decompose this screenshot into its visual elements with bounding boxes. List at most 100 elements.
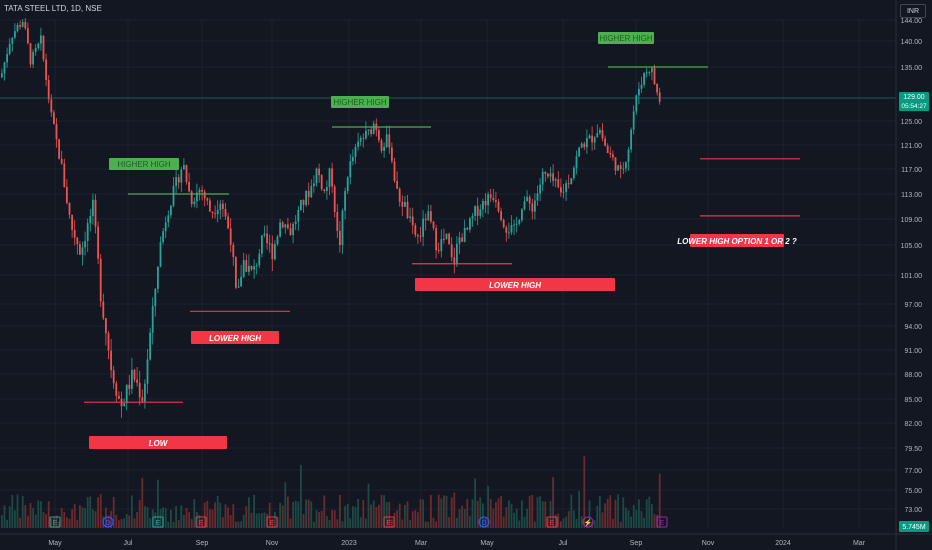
candle-body <box>443 238 445 240</box>
volume-bar <box>645 499 648 528</box>
volume-bar <box>253 494 255 528</box>
candle-body <box>287 224 289 229</box>
candle-body <box>248 265 250 272</box>
volume-bar <box>333 510 336 528</box>
volume-bar <box>164 508 167 528</box>
candle-body <box>515 223 518 225</box>
volume-bar <box>357 498 359 528</box>
candle-body <box>372 123 375 134</box>
volume-bar <box>183 515 185 528</box>
current-price-tag: 129.00 05:54:27 <box>899 92 929 111</box>
volume-bar <box>422 499 424 528</box>
volume-bar <box>318 512 320 528</box>
candle-body <box>419 235 422 237</box>
candle-body <box>37 43 40 48</box>
volume-bar <box>170 509 172 528</box>
volume-bar <box>575 518 578 528</box>
candle-body <box>201 189 203 192</box>
volume-bar <box>528 496 531 528</box>
y-tick-label: 91.00 <box>904 348 922 355</box>
currency-button[interactable]: INR <box>900 4 926 18</box>
candle-body <box>539 184 541 194</box>
marker-glyph: E <box>199 520 204 527</box>
volume-bar <box>448 517 450 528</box>
volume-bar <box>27 515 29 528</box>
volume-bar <box>81 507 84 528</box>
volume-bar <box>37 500 40 528</box>
candle-body <box>482 200 484 210</box>
volume-bar <box>203 502 206 528</box>
volume-bar <box>339 494 341 528</box>
candle-body <box>242 260 245 277</box>
candle-body <box>60 158 63 164</box>
candle-body <box>3 62 6 74</box>
candle-body <box>362 137 365 139</box>
marker-shape <box>656 516 668 528</box>
volume-bar <box>289 518 292 528</box>
volume-bar <box>372 500 375 528</box>
candle-body <box>651 68 653 73</box>
candle-body <box>357 141 359 147</box>
candle-body <box>505 227 508 233</box>
lower-high-label: LOWER HIGH <box>191 331 279 344</box>
candle-body <box>417 235 419 237</box>
volume-bar <box>292 502 294 528</box>
candle-body <box>261 235 263 254</box>
volume-bar <box>294 500 297 528</box>
volume-bar <box>612 518 614 528</box>
candle-body <box>604 138 606 146</box>
candle-body <box>461 237 463 242</box>
candle-body <box>370 129 372 134</box>
candle-body <box>609 153 612 155</box>
marker-glyph: ⚡ <box>584 518 593 527</box>
y-tick-label: 125.00 <box>901 119 923 126</box>
y-tick-label: 88.00 <box>904 372 922 379</box>
candle-body <box>396 180 398 189</box>
volume-bar <box>32 508 34 528</box>
y-tick-label: 135.00 <box>901 65 923 72</box>
volume-bar <box>167 521 170 528</box>
volume-bar <box>79 505 81 528</box>
marker-shape <box>582 516 594 528</box>
current-price-value: 129.00 <box>903 94 925 101</box>
candle-body <box>89 216 92 224</box>
candle-body <box>133 369 136 380</box>
volume-bar <box>482 503 484 528</box>
volume-bar <box>630 516 632 528</box>
candle-body <box>349 161 352 178</box>
volume-bar <box>619 521 622 528</box>
candle-body <box>45 59 47 80</box>
label-text: HIGHER HIGH <box>333 98 387 107</box>
candle-body <box>214 213 216 215</box>
volume-bar <box>658 473 661 528</box>
volume-bar <box>554 514 557 528</box>
candle-body <box>339 230 341 245</box>
candle-body <box>164 222 167 232</box>
volume-bar <box>29 502 32 528</box>
candle-body <box>167 215 170 223</box>
candle-body <box>635 95 638 112</box>
volume-bar <box>328 520 331 528</box>
volume-bar <box>648 496 651 528</box>
candle-body <box>367 129 370 131</box>
candle-body <box>536 193 539 201</box>
volume-tag: 5.745M <box>899 521 929 532</box>
volume-bar <box>492 508 495 528</box>
candle-body <box>14 31 16 38</box>
candle-body <box>323 189 326 191</box>
candle-body <box>521 209 523 221</box>
x-tick-label: Sep <box>196 540 209 547</box>
volume-bar <box>500 495 502 528</box>
volume-bar <box>115 514 118 528</box>
x-tick-label: Mar <box>415 540 428 547</box>
volume-bar <box>362 500 365 528</box>
candle-body <box>222 203 224 209</box>
level-lines <box>84 66 800 403</box>
y-tick-label: 121.00 <box>901 143 923 150</box>
candle-body <box>331 168 333 187</box>
volume-bar <box>224 504 227 528</box>
volume-bar <box>414 510 417 528</box>
volume-bar <box>242 514 245 528</box>
